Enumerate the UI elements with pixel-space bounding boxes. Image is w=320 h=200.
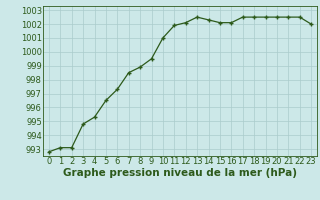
X-axis label: Graphe pression niveau de la mer (hPa): Graphe pression niveau de la mer (hPa) xyxy=(63,168,297,178)
